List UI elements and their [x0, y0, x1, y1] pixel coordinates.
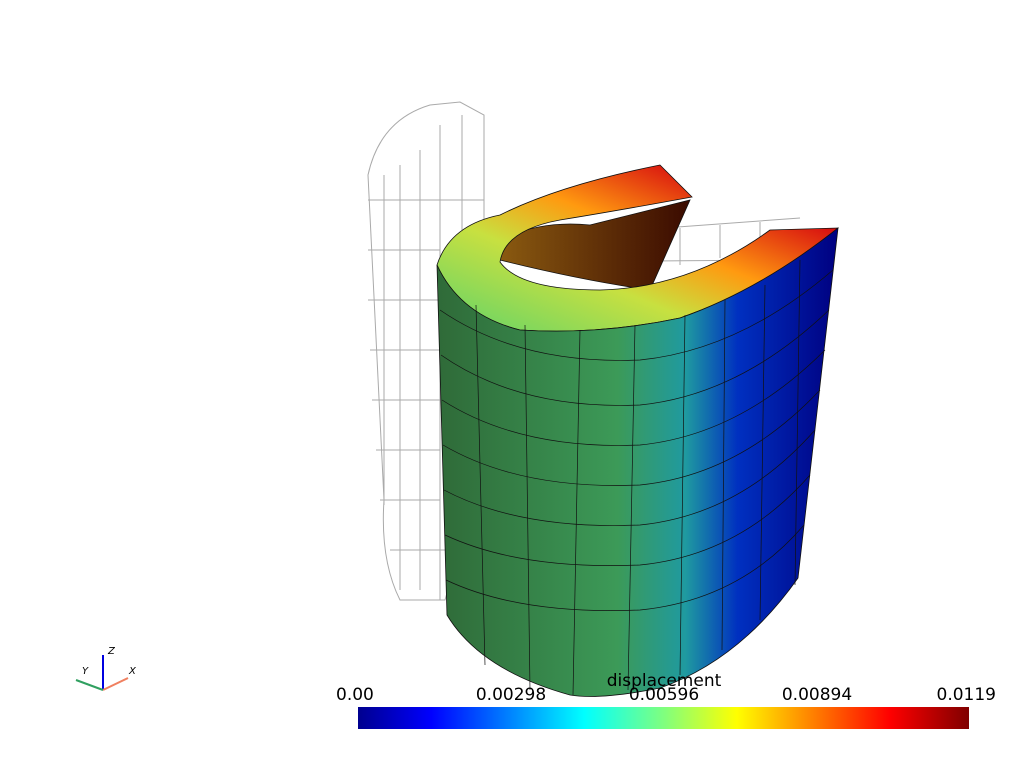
- y-label: Y: [82, 666, 89, 677]
- deformed-mesh: [436, 164, 839, 697]
- colorbar-tick-label: 0.00298: [476, 685, 546, 705]
- z-label: Z: [107, 646, 116, 657]
- colorbar-tick-label: 0.00: [336, 685, 374, 705]
- x-label: X: [128, 666, 137, 677]
- colorbar-tick-label: 0.00894: [782, 685, 852, 705]
- colorbar-tick-label: 0.00596: [629, 685, 699, 705]
- colorbar-tick-label: 0.0119: [937, 685, 996, 705]
- x-axis: [102, 677, 129, 691]
- colorbar: [358, 707, 969, 729]
- axes-widget: Z X Y: [75, 646, 137, 691]
- colorbar-title: displacement: [607, 671, 722, 691]
- y-axis: [75, 679, 104, 691]
